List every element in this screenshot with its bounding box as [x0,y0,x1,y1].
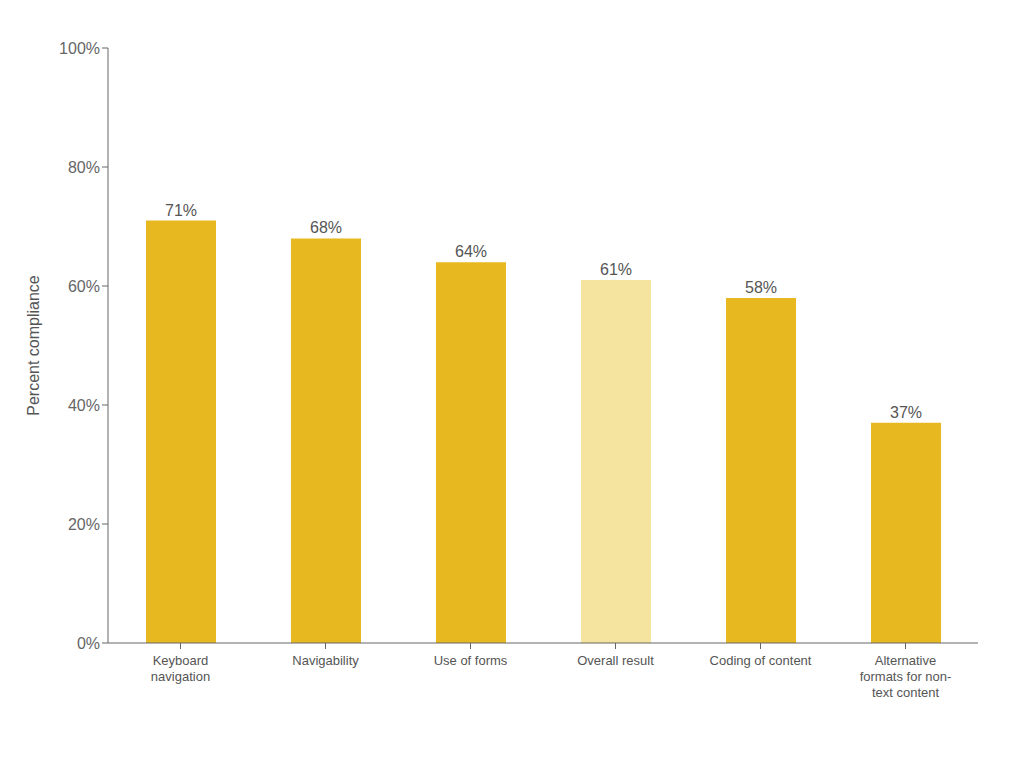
svg-text:68%: 68% [310,219,342,236]
svg-text:Alternativeformats for non-tex: Alternativeformats for non-text content [860,653,952,700]
svg-text:37%: 37% [890,404,922,421]
svg-text:Coding of content: Coding of content [710,653,812,668]
svg-text:58%: 58% [745,279,777,296]
svg-text:64%: 64% [455,243,487,260]
svg-text:Navigability: Navigability [292,653,359,668]
svg-text:71%: 71% [165,202,197,219]
svg-text:Use of forms: Use of forms [434,653,508,668]
svg-text:100%: 100% [59,40,100,57]
svg-text:40%: 40% [68,397,100,414]
svg-text:Overall result: Overall result [577,653,654,668]
svg-text:Percent compliance: Percent compliance [25,275,42,416]
svg-text:0%: 0% [77,635,100,652]
svg-text:20%: 20% [68,516,100,533]
svg-text:Keyboardnavigation: Keyboardnavigation [151,653,210,684]
svg-text:80%: 80% [68,159,100,176]
svg-text:60%: 60% [68,278,100,295]
svg-text:61%: 61% [600,261,632,278]
